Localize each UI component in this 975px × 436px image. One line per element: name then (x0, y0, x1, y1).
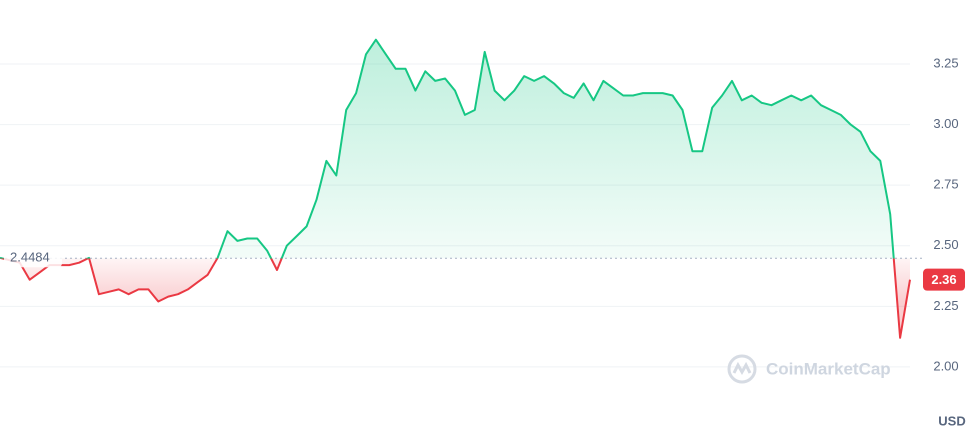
y-tick-label: 3.00 (933, 116, 958, 131)
y-tick-label: 2.25 (933, 298, 958, 313)
area-fill (0, 39, 910, 338)
current-price-box (923, 268, 965, 291)
price-line (0, 38, 911, 339)
baseline-label: 2.4484 (10, 250, 50, 265)
y-tick-label: 3.25 (933, 55, 958, 70)
watermark: CoinMarketCap (727, 354, 891, 384)
watermark-text: CoinMarketCap (766, 359, 891, 378)
unit-label: USD (938, 413, 965, 428)
current-price-label: 2.36 (931, 272, 956, 287)
y-tick-label: 2.75 (933, 177, 958, 192)
y-tick-label: 2.00 (933, 358, 958, 373)
baseline-label-box (4, 248, 62, 268)
y-tick-label: 2.50 (933, 237, 958, 252)
